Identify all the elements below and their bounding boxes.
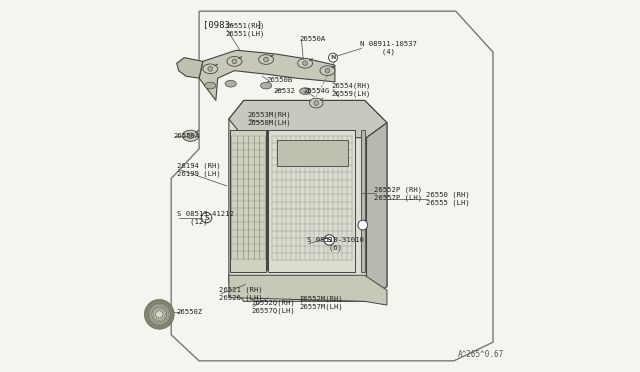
Text: S 08510-31010
     (6): S 08510-31010 (6) — [307, 237, 364, 251]
Text: 26552Q(RH)
26557Q(LH): 26552Q(RH) 26557Q(LH) — [251, 300, 295, 314]
Text: 26554G: 26554G — [303, 88, 330, 94]
Polygon shape — [229, 100, 387, 138]
Ellipse shape — [320, 66, 335, 76]
Polygon shape — [199, 50, 335, 100]
Polygon shape — [177, 58, 203, 78]
Circle shape — [303, 61, 308, 66]
Text: 26550A: 26550A — [300, 36, 326, 42]
Ellipse shape — [205, 82, 216, 89]
Circle shape — [325, 68, 330, 73]
Text: 26551(RH)
26551(LH): 26551(RH) 26551(LH) — [225, 23, 264, 37]
Circle shape — [145, 299, 174, 329]
Circle shape — [152, 307, 167, 322]
Text: 26521 (RH)
26526 (LH): 26521 (RH) 26526 (LH) — [219, 287, 262, 301]
Text: 26552M(RH)
26557M(LH): 26552M(RH) 26557M(LH) — [300, 296, 343, 310]
Text: 26553M(RH)
26558M(LH): 26553M(RH) 26558M(LH) — [248, 112, 291, 126]
Circle shape — [148, 303, 170, 326]
Ellipse shape — [182, 130, 199, 141]
Text: 26194 (RH)
26199 (LH): 26194 (RH) 26199 (LH) — [177, 162, 221, 176]
Circle shape — [188, 133, 193, 139]
Text: A^265^0.67: A^265^0.67 — [458, 350, 504, 359]
Circle shape — [202, 212, 212, 223]
Text: 26550B: 26550B — [266, 77, 292, 83]
Circle shape — [156, 311, 163, 318]
Polygon shape — [277, 140, 348, 166]
Text: S: S — [204, 215, 209, 221]
Polygon shape — [172, 11, 493, 361]
Text: S: S — [327, 237, 332, 243]
Text: S 08513-41212
   (12): S 08513-41212 (12) — [177, 211, 234, 225]
Polygon shape — [361, 130, 365, 272]
Circle shape — [264, 57, 268, 62]
Ellipse shape — [225, 80, 236, 87]
Polygon shape — [230, 130, 266, 272]
Circle shape — [314, 101, 319, 106]
Ellipse shape — [203, 64, 218, 74]
Polygon shape — [268, 130, 355, 272]
Text: 26532: 26532 — [273, 88, 296, 94]
Text: N 08911-10537
     (4): N 08911-10537 (4) — [360, 41, 417, 55]
Text: 26552P (RH)
26557P (LH): 26552P (RH) 26557P (LH) — [374, 186, 422, 201]
Ellipse shape — [227, 57, 242, 66]
Circle shape — [328, 53, 337, 62]
Ellipse shape — [298, 58, 312, 68]
Circle shape — [358, 220, 367, 230]
Polygon shape — [229, 100, 387, 301]
Polygon shape — [229, 275, 387, 305]
Text: 26550A: 26550A — [173, 133, 199, 139]
Circle shape — [208, 67, 212, 71]
Circle shape — [324, 235, 335, 245]
Text: 26554(RH)
26559(LH): 26554(RH) 26559(LH) — [331, 82, 371, 96]
Ellipse shape — [300, 88, 310, 94]
Text: 26550 (RH)
26555 (LH): 26550 (RH) 26555 (LH) — [426, 192, 470, 206]
Ellipse shape — [260, 82, 271, 89]
Text: N: N — [330, 55, 336, 60]
Text: [0983-    ]: [0983- ] — [203, 20, 262, 29]
Text: 26550Z: 26550Z — [177, 310, 203, 315]
Ellipse shape — [259, 55, 273, 64]
Circle shape — [232, 59, 237, 64]
Ellipse shape — [310, 98, 323, 108]
Polygon shape — [367, 123, 387, 301]
